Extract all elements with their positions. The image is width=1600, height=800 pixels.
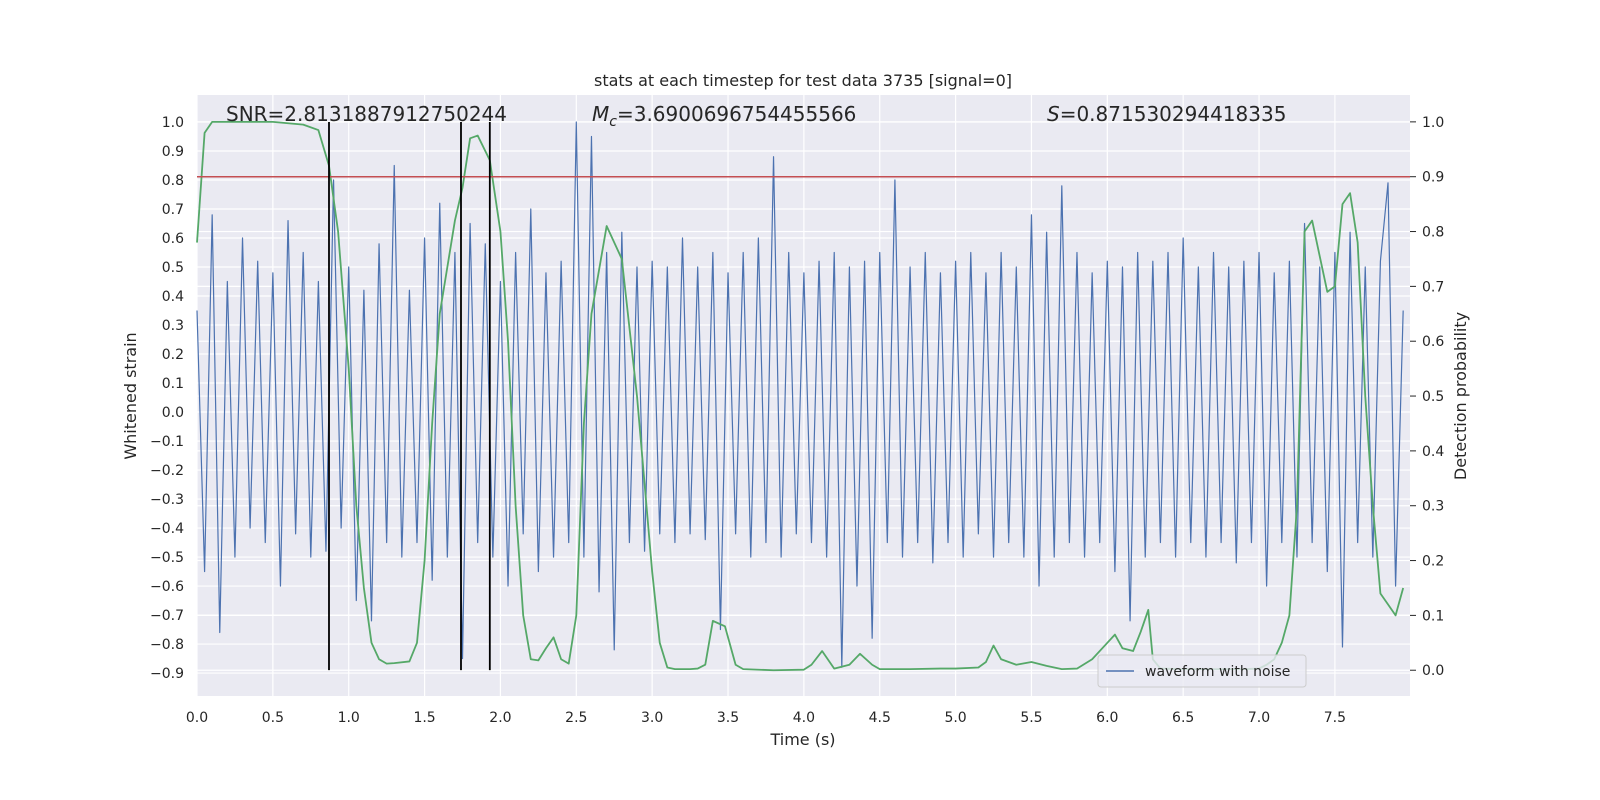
x-axis-label: Time (s) bbox=[769, 730, 835, 749]
y2-axis-label: Detection probability bbox=[1451, 312, 1470, 480]
legend-box bbox=[1097, 654, 1307, 688]
y2-tick-label: 1.0 bbox=[1422, 115, 1444, 131]
x-tick-label: 1.5 bbox=[413, 710, 435, 726]
y-tick-label: 0.3 bbox=[162, 318, 184, 334]
y-tick-label: 0.0 bbox=[162, 405, 184, 421]
y2-tick-label: 0.9 bbox=[1422, 170, 1444, 186]
y2-tick-label: 0.8 bbox=[1422, 225, 1444, 241]
annotation: S=0.871530294418335 bbox=[1047, 102, 1286, 126]
annotation: Mc=3.6900696754455566 bbox=[592, 102, 856, 130]
y-axis-label: Whitened strain bbox=[121, 332, 140, 459]
y2-tick-label: 0.2 bbox=[1422, 554, 1444, 570]
x-tick-label: 7.0 bbox=[1248, 710, 1270, 726]
y-tick-label: −0.3 bbox=[150, 492, 184, 508]
x-tick-label: 5.5 bbox=[1020, 710, 1042, 726]
x-tick-label: 7.5 bbox=[1324, 710, 1346, 726]
y-tick-label: −0.9 bbox=[150, 666, 184, 682]
x-tick-label: 0.5 bbox=[262, 710, 284, 726]
legend-label: waveform with noise bbox=[1145, 664, 1290, 680]
y2-tick-label: 0.5 bbox=[1422, 389, 1444, 405]
x-tick-label: 0.0 bbox=[186, 710, 208, 726]
y-tick-label: 0.1 bbox=[162, 376, 184, 392]
y-tick-label: 0.5 bbox=[162, 260, 184, 276]
x-tick-label: 3.5 bbox=[717, 710, 739, 726]
y2-tick-label: 0.7 bbox=[1422, 279, 1444, 295]
y-tick-label: −0.8 bbox=[150, 637, 184, 653]
y2-tick-label: 0.3 bbox=[1422, 499, 1444, 515]
y-tick-label: −0.4 bbox=[150, 521, 184, 537]
chart-title: stats at each timestep for test data 373… bbox=[594, 71, 1012, 90]
y-tick-label: 1.0 bbox=[162, 115, 184, 131]
legend: waveform with noise bbox=[1097, 654, 1307, 688]
y2-tick-label: 0.6 bbox=[1422, 334, 1444, 350]
y-tick-label: 0.6 bbox=[162, 231, 184, 247]
series-line bbox=[196, 121, 1404, 668]
y-tick-label: 0.7 bbox=[162, 202, 184, 218]
y-tick-label: −0.2 bbox=[150, 463, 184, 479]
y-tick-label: −0.1 bbox=[150, 434, 184, 450]
x-tick-label: 2.5 bbox=[565, 710, 587, 726]
annotation-text: =0.871530294418335 bbox=[1060, 102, 1287, 126]
y-tick-label: 0.2 bbox=[162, 347, 184, 363]
annotation-symbol: M bbox=[592, 102, 609, 126]
x-tick-label: 3.0 bbox=[641, 710, 663, 726]
annotation-text: =3.6900696754455566 bbox=[617, 102, 856, 126]
y-tick-label: −0.7 bbox=[150, 608, 184, 624]
x-tick-label: 6.0 bbox=[1096, 710, 1118, 726]
annotation-subscript: c bbox=[609, 114, 617, 130]
annotation-symbol: S bbox=[1047, 102, 1060, 126]
y-tick-label: 0.8 bbox=[162, 173, 184, 189]
grid bbox=[196, 95, 1410, 696]
y2-tick-label: 0.4 bbox=[1422, 444, 1444, 460]
annotation-text: SNR=2.8131887912750244 bbox=[226, 102, 507, 126]
x-tick-label: 5.0 bbox=[944, 710, 966, 726]
y2-tick-label: 0.1 bbox=[1422, 608, 1444, 624]
y2-tick-label: 0.0 bbox=[1422, 663, 1444, 679]
x-tick-label: 1.0 bbox=[338, 710, 360, 726]
y-tick-label: −0.6 bbox=[150, 579, 184, 595]
x-tick-label: 6.5 bbox=[1172, 710, 1194, 726]
x-tick-label: 4.5 bbox=[869, 710, 891, 726]
x-tick-label: 4.0 bbox=[793, 710, 815, 726]
y-tick-label: −0.5 bbox=[150, 550, 184, 566]
y-tick-label: 0.9 bbox=[162, 144, 184, 160]
x-tick-label: 2.0 bbox=[489, 710, 511, 726]
annotation: SNR=2.8131887912750244 bbox=[226, 102, 507, 126]
y-tick-label: 0.4 bbox=[162, 289, 184, 305]
